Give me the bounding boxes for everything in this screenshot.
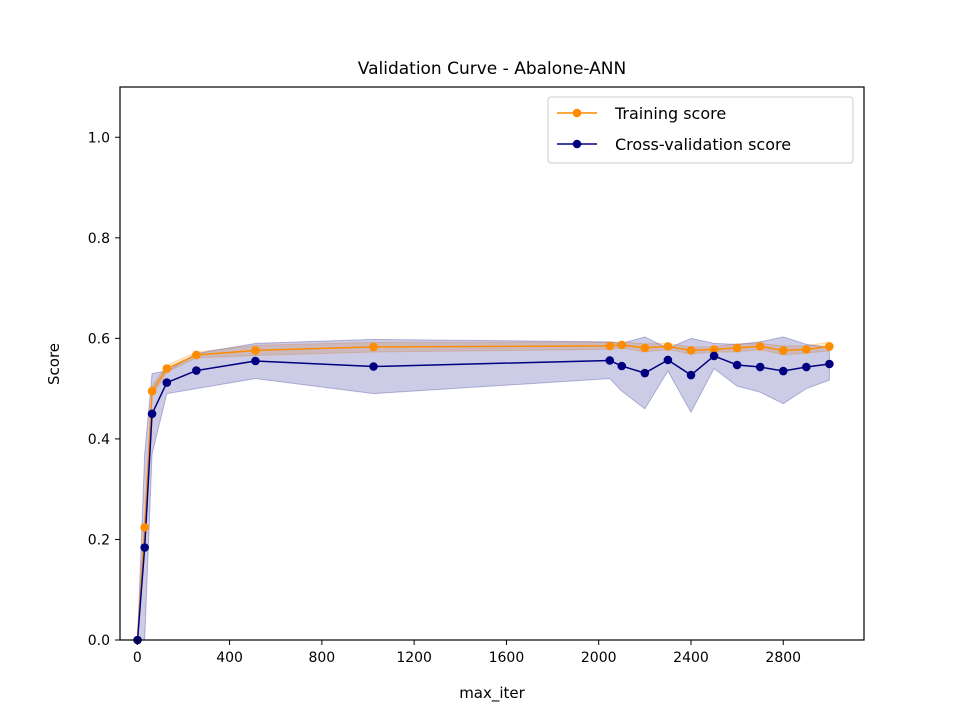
training-score-point	[778, 346, 788, 355]
x-axis-label: max_iter	[459, 684, 525, 703]
cv-score-point	[192, 366, 201, 375]
training-score-point	[147, 386, 157, 396]
y-axis-label: Score	[45, 343, 63, 385]
plot-area	[133, 336, 834, 645]
y-tick-label: 0.6	[88, 331, 110, 347]
cv-score-point	[825, 359, 834, 369]
cv-score-point	[605, 356, 615, 365]
x-tick-label: 1200	[396, 650, 432, 666]
cv-score-point	[709, 351, 719, 361]
legend-box	[547, 96, 854, 164]
legend-cv-label: Cross-validation score	[615, 135, 791, 154]
training-score-point	[755, 342, 765, 351]
training-score-point	[802, 345, 811, 354]
cv-score-point	[732, 360, 742, 370]
x-tick-label: 400	[216, 650, 243, 666]
y-axis-ticks: 0.0 0.2 0.4 0.6 0.8 1.0	[88, 130, 120, 649]
training-score-point	[617, 340, 627, 350]
legend: Training score Cross-validation score	[547, 96, 854, 164]
y-tick-label: 0.0	[88, 633, 110, 649]
training-score-point	[162, 364, 172, 373]
training-score-point	[140, 523, 149, 532]
cv-score-point	[802, 362, 811, 372]
cv-score-point	[778, 366, 788, 376]
cv-score-point	[686, 370, 696, 380]
cv-score-point	[162, 378, 172, 387]
chart-title: Validation Curve - Abalone-ANN	[358, 59, 626, 79]
training-score-point	[686, 346, 696, 355]
cv-score-line	[136, 355, 830, 641]
y-tick-label: 0.8	[88, 231, 110, 247]
cv-score-point	[140, 543, 149, 552]
plot-frame	[119, 86, 865, 641]
y-tick-label: 0.2	[88, 532, 110, 548]
cv-score-point	[251, 356, 260, 366]
cv-score-point	[617, 361, 627, 371]
training-score-point	[732, 343, 742, 353]
x-tick-label: 2000	[581, 650, 617, 666]
training-score-point	[663, 342, 673, 351]
training-score-point	[369, 342, 378, 352]
x-tick-label: 0	[133, 650, 142, 666]
training-score-point	[192, 350, 201, 360]
x-tick-label: 1600	[489, 650, 525, 666]
score-bands	[137, 336, 830, 641]
legend-cv-marker	[572, 139, 582, 149]
legend-training-label: Training score	[614, 104, 726, 123]
training-score-point	[825, 342, 834, 351]
legend-training-marker	[572, 108, 582, 118]
cv-score-point	[755, 362, 765, 372]
cv-score-point	[663, 355, 673, 365]
x-tick-label: 800	[308, 650, 335, 666]
score-points	[133, 340, 834, 645]
training-score-point	[709, 345, 719, 354]
score-lines	[136, 344, 830, 641]
training-score-point	[640, 343, 650, 353]
x-axis-ticks: 0 400 800 1200 1600 2000 2400 2800	[133, 640, 801, 666]
training-score-point	[605, 341, 615, 351]
x-tick-label: 2800	[765, 650, 801, 666]
y-tick-label: 0.4	[88, 432, 110, 448]
cv-score-point	[369, 362, 378, 371]
training-score-point	[251, 346, 260, 355]
training-score-line	[136, 344, 830, 641]
y-tick-label: 1.0	[88, 130, 110, 146]
cv-score-point	[147, 409, 157, 419]
cv-score-point	[640, 368, 650, 378]
cv-score-band	[137, 336, 830, 641]
x-tick-label: 2400	[673, 650, 709, 666]
